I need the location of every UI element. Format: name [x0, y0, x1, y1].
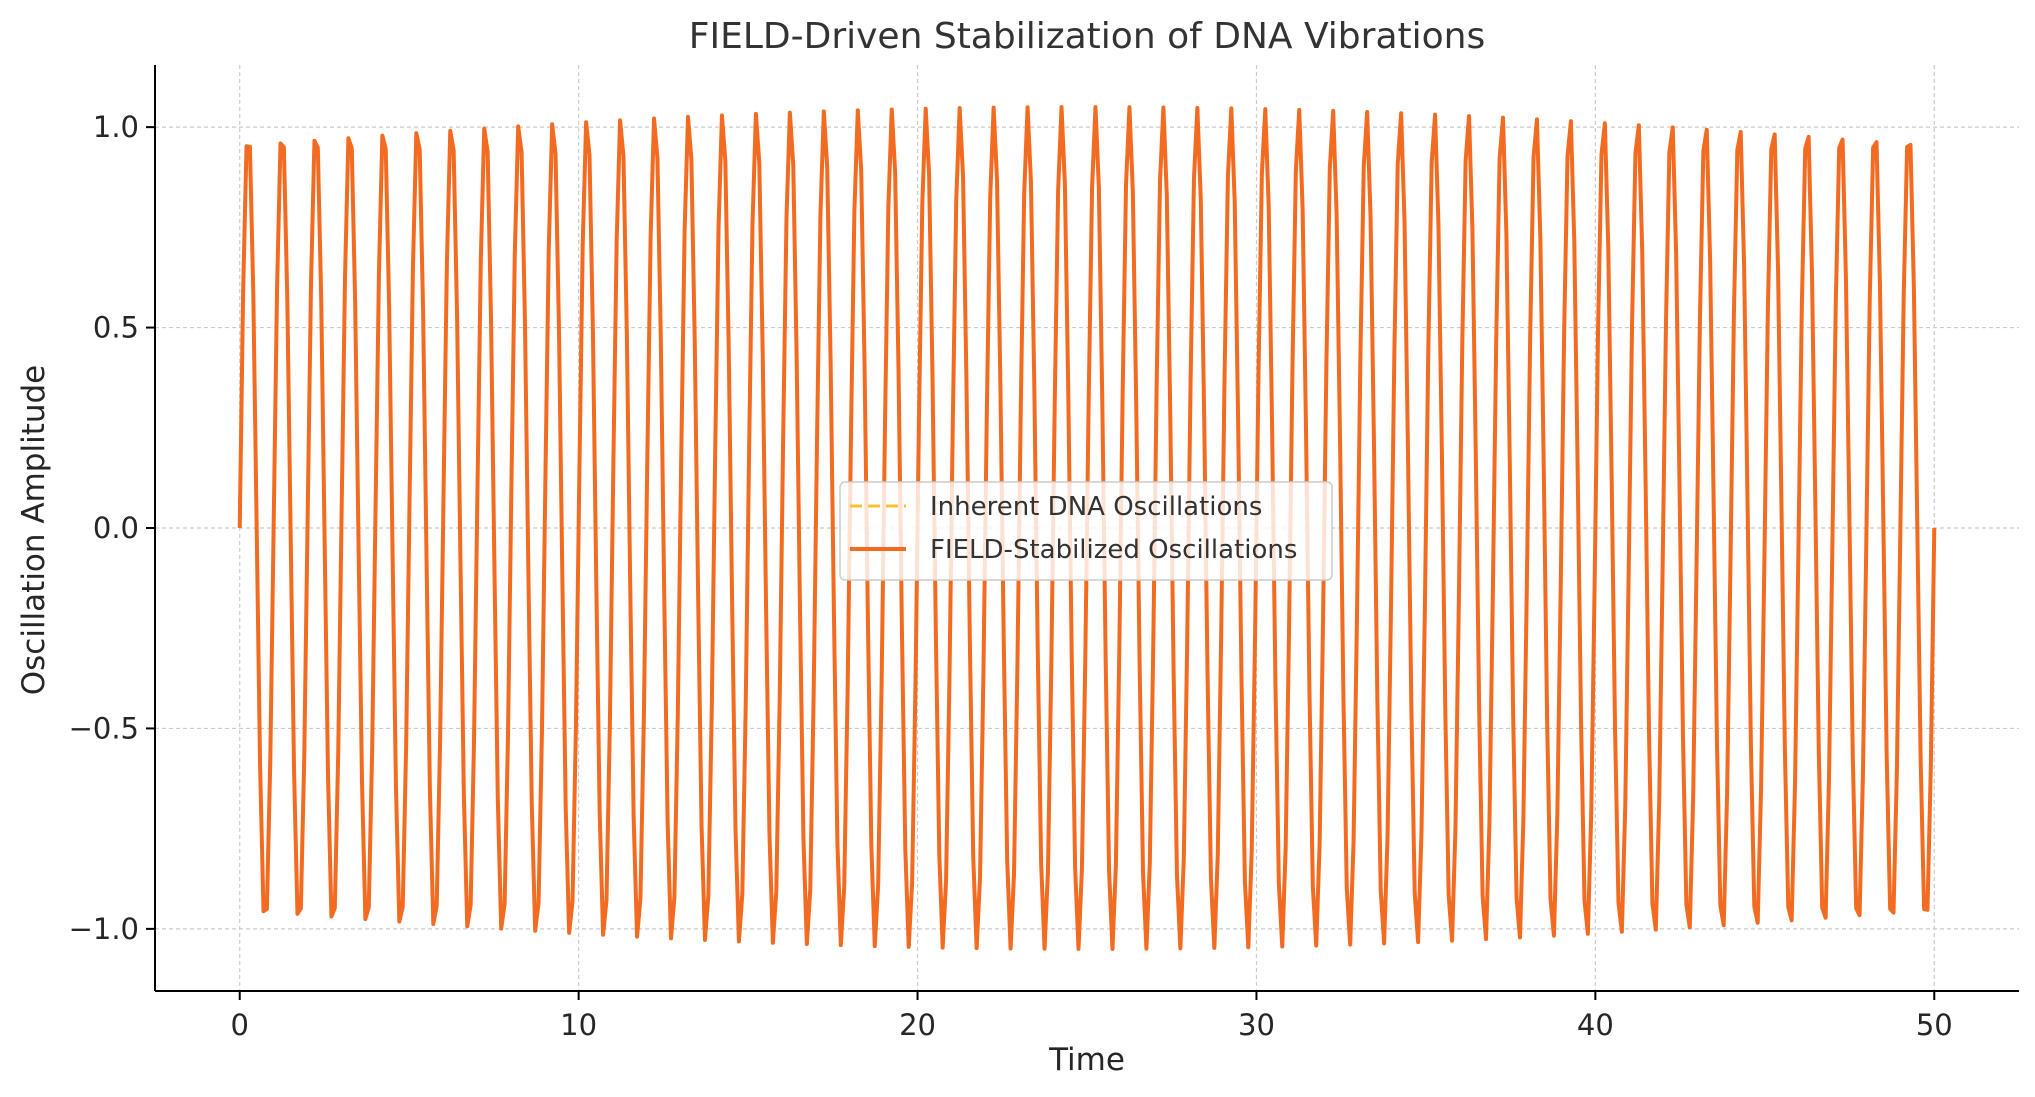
legend-label-stabilized: FIELD-Stabilized Oscillations — [930, 535, 1297, 565]
legend: Inherent DNA Oscillations FIELD-Stabiliz… — [839, 481, 1333, 581]
legend-label-inherent: Inherent DNA Oscillations — [930, 492, 1262, 522]
y-tick-label: −1.0 — [69, 912, 139, 946]
x-tick-label: 0 — [231, 1008, 249, 1042]
chart-title: FIELD-Driven Stabilization of DNA Vibrat… — [689, 16, 1485, 57]
x-tick-label: 20 — [899, 1008, 936, 1042]
y-tick-label: 1.0 — [93, 110, 139, 144]
y-tick-label: −0.5 — [69, 711, 139, 745]
y-ticks: −1.0 −0.5 0.0 0.5 1.0 — [69, 110, 155, 946]
y-tick-label: 0.5 — [93, 311, 139, 345]
y-axis-label: Oscillation Amplitude — [16, 365, 52, 696]
x-tick-label: 10 — [560, 1008, 597, 1042]
x-ticks: 0 10 20 30 40 50 — [231, 991, 1953, 1042]
x-tick-label: 50 — [1916, 1008, 1953, 1042]
legend-box — [839, 481, 1333, 581]
y-tick-label: 0.0 — [93, 511, 139, 545]
x-tick-label: 40 — [1577, 1008, 1614, 1042]
x-tick-label: 30 — [1238, 1008, 1275, 1042]
x-axis-label: Time — [1048, 1042, 1125, 1078]
